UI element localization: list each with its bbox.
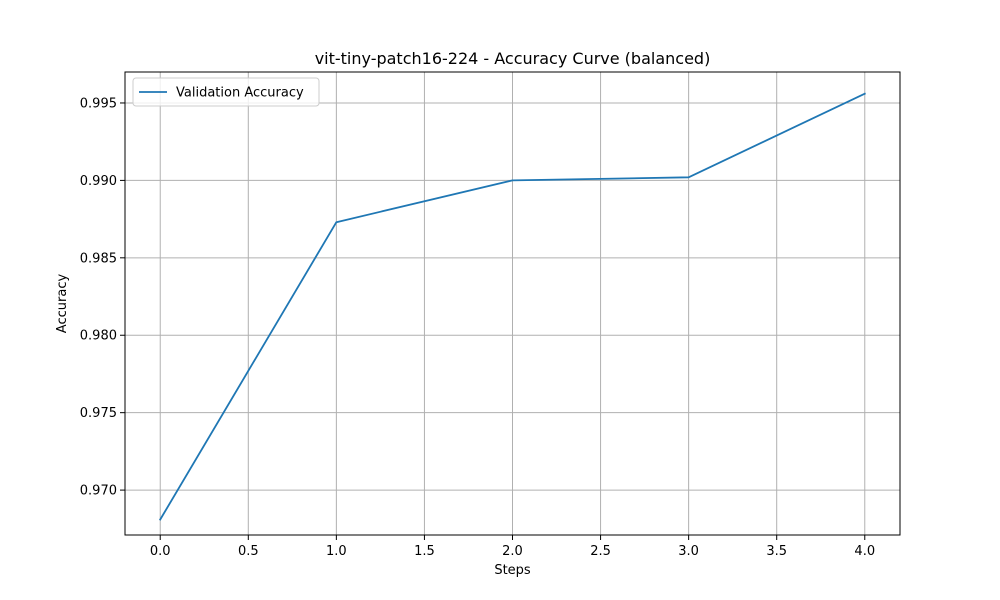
legend-box [132,77,320,107]
x-tick-label: 2.0 [502,544,523,559]
series-line-validation-accuracy [158,92,866,521]
x-tick-label: 2.5 [590,544,611,559]
legend: Validation Accuracy [132,77,320,107]
y-axis-label: Accuracy [55,274,70,334]
x-tick-label: 4.0 [854,544,875,559]
x-tick-label: 3.5 [766,544,787,559]
y-tick-label: 0.980 [80,329,117,344]
legend-label: Validation Accuracy [176,86,304,101]
y-tick-label: 0.990 [80,174,117,189]
series-layer [158,92,866,521]
y-tick-label: 0.995 [80,96,117,111]
y-tick-label: 0.975 [80,406,117,421]
y-tick-label: 0.970 [80,484,117,499]
x-axis-label: Steps [494,563,531,578]
x-tick-label: 1.0 [326,544,347,559]
y-tick-label: 0.985 [80,251,117,266]
x-tick-label: 3.0 [678,544,699,559]
chart-title: vit-tiny-patch16-224 - Accuracy Curve (b… [315,49,711,68]
x-tick-label: 1.5 [414,544,435,559]
axis-ticks: 0.0 0.5 1.0 1.5 2.0 2.5 3.0 3.5 4.0 0.970 0.975 0.9… [80,96,875,559]
x-tick-label: 0.0 [150,544,171,559]
x-tick-label: 0.5 [238,544,259,559]
